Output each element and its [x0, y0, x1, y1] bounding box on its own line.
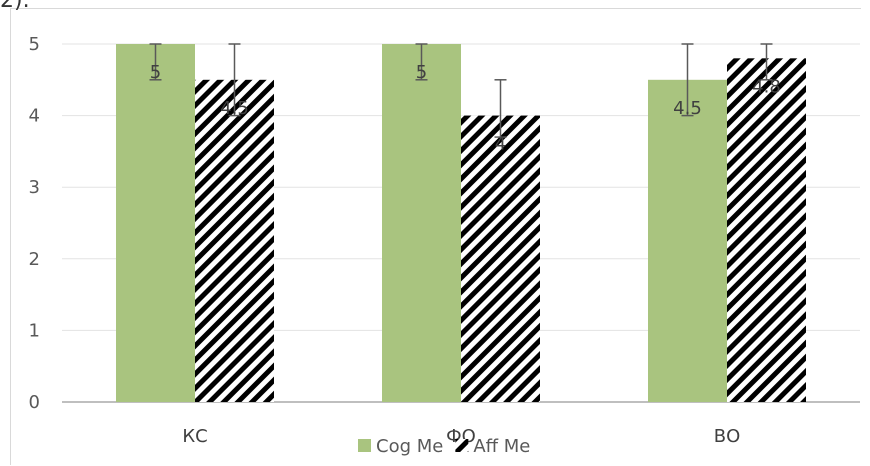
data-label: 4.5 — [220, 98, 249, 119]
x-tick-label: КС — [182, 426, 207, 447]
x-tick-label: ВО — [714, 426, 741, 447]
chart-frame — [10, 8, 861, 465]
bar — [382, 44, 461, 402]
y-tick-label: 1 — [29, 320, 40, 341]
y-tick-labels: 0 1 2 3 4 5 — [29, 34, 40, 413]
legend-swatch — [455, 439, 469, 452]
bar — [461, 115, 540, 402]
bar — [648, 79, 727, 403]
bar — [116, 44, 195, 402]
x-tick-label: ФО — [446, 426, 476, 447]
y-tick-label: 0 — [29, 392, 40, 413]
data-label: 4.8 — [752, 76, 781, 97]
legend-label: Aff Me — [473, 436, 530, 457]
data-label: 5 — [150, 62, 161, 83]
y-tick-label: 2 — [29, 249, 40, 270]
legend-swatch — [358, 439, 371, 452]
legend-label: Cog Me — [376, 436, 443, 457]
x-tick-labels: КС ФО ВО — [182, 426, 740, 447]
data-label: 4.5 — [673, 98, 702, 119]
legend: Cog Me Aff Me — [358, 436, 530, 457]
bar — [195, 79, 274, 403]
data-labels: 5 4.5 5 4 4.5 4.8 — [150, 62, 781, 155]
error-bars — [149, 43, 773, 138]
y-tick-label: 4 — [29, 106, 40, 127]
data-label: 4 — [495, 134, 506, 155]
data-label: 5 — [416, 62, 427, 83]
y-tick-label: 5 — [29, 34, 40, 55]
cropped-caption: 2). — [0, 0, 30, 13]
bar — [727, 58, 806, 402]
bars — [116, 44, 806, 403]
y-tick-label: 3 — [29, 177, 40, 198]
